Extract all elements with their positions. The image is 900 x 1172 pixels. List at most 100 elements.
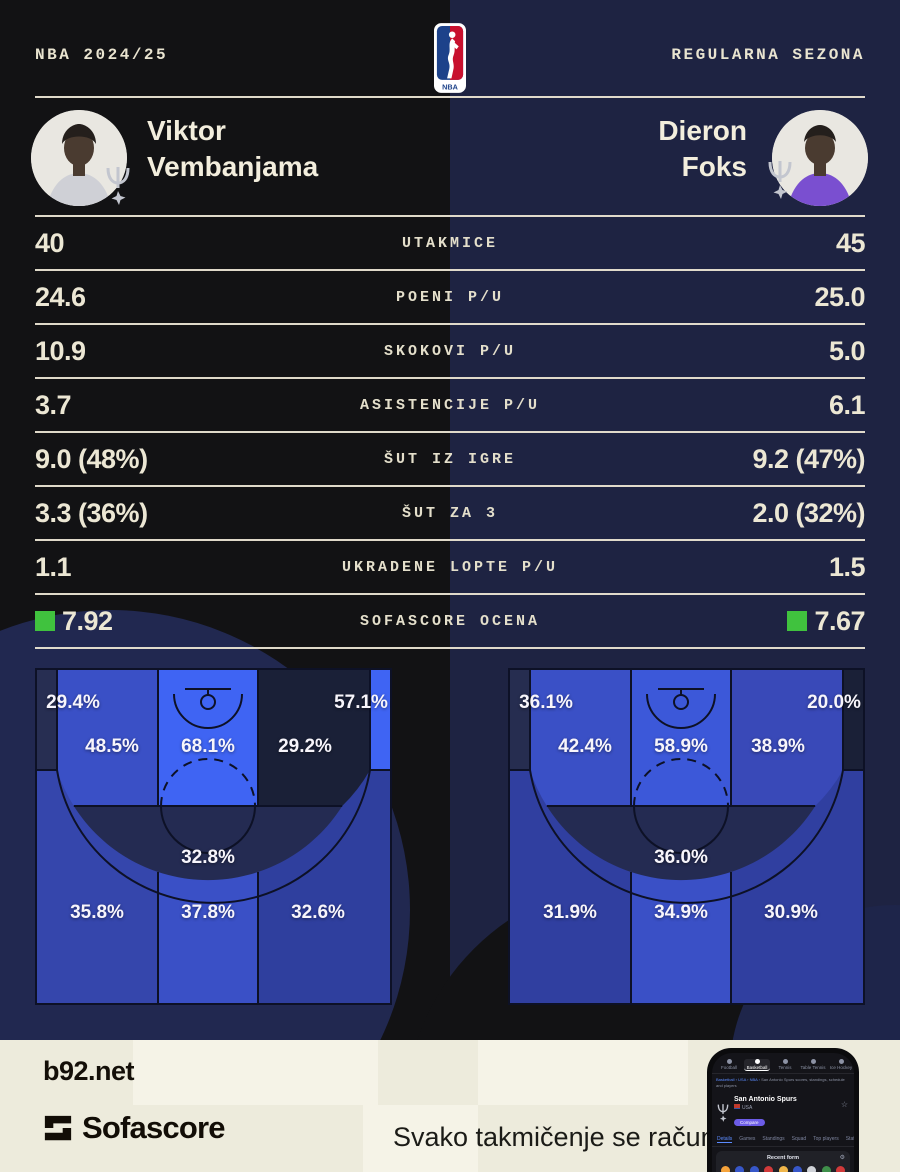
zone-pct-label: 68.1% xyxy=(181,736,235,757)
phone-mockup: Football Basketball Tennis Table Tennis … xyxy=(707,1048,859,1172)
phone-compare-button: Compare xyxy=(734,1119,765,1126)
zone-pct-label: 32.6% xyxy=(291,902,345,923)
sofascore-logo: Sofascore xyxy=(43,1110,226,1146)
opponent-logos-row xyxy=(719,1161,847,1172)
court-lines xyxy=(508,668,865,1005)
phone-subtab-squad: Squad xyxy=(791,1136,807,1142)
sofascore-icon xyxy=(44,1115,72,1141)
zone-paint xyxy=(158,668,258,806)
team-logo-icon xyxy=(836,1166,845,1172)
b92-logo-text: b92.net xyxy=(43,1056,135,1086)
team-logo-icon xyxy=(807,1166,817,1172)
zone-pct-label: 29.2% xyxy=(278,736,332,757)
zone-paint xyxy=(631,668,731,806)
rating-right: 7.67 xyxy=(787,606,865,637)
basketball-icon xyxy=(754,1059,760,1064)
zone-pct-label: 42.4% xyxy=(558,736,612,757)
breadcrumb-links: Basketball › USA › NBA › xyxy=(716,1077,761,1082)
stat-value-right: 5.0 xyxy=(828,335,866,366)
phone-subtab-standings: Standings xyxy=(762,1136,785,1142)
stat-value-right: 9.2 (47%) xyxy=(752,443,865,474)
phone-team-country: USA xyxy=(734,1104,797,1111)
team-logo-icon xyxy=(749,1166,759,1172)
zone-left-corner-3 xyxy=(35,668,57,770)
team-logo-icon xyxy=(764,1166,774,1172)
stat-value-right: 6.1 xyxy=(828,389,866,420)
rating-badge-icon xyxy=(35,611,55,631)
phone-tab-ice-hockey: Ice Hockey xyxy=(828,1059,854,1071)
stat-value-left: 9.0 (48%) xyxy=(35,443,148,474)
zone-pct-label: 35.8% xyxy=(70,902,124,923)
shot-chart-right: 36.1% 42.4% 58.9% 38.9% 20.0% 36.0% 31.9… xyxy=(508,668,865,1005)
team-logo-icon xyxy=(821,1166,831,1172)
star-icon: ☆ xyxy=(840,1100,848,1109)
stat-row-points: 24.6 POENI P/U 25.0 xyxy=(35,271,865,325)
zone-pct-label: 36.0% xyxy=(654,847,708,868)
phone-screen: Football Basketball Tennis Table Tennis … xyxy=(712,1053,854,1172)
team-logo-icon xyxy=(792,1166,802,1172)
stat-value-left: 1.1 xyxy=(35,551,72,582)
player-first-name: Viktor xyxy=(147,115,226,146)
stats-table: 40 UTAKMICE 45 24.6 POENI P/U 25.0 10.9 … xyxy=(35,217,866,649)
footer-tagline: Svako takmičenje se računa. xyxy=(393,1122,739,1152)
phone-nav-bar: Football Basketball Tennis Table Tennis … xyxy=(712,1053,854,1074)
spurs-spur-icon xyxy=(717,1103,729,1122)
header-bar: NBA 2024/25 REGULARNA SEZONA NBA xyxy=(35,0,865,98)
phone-subtab-top-players: Top players xyxy=(813,1136,839,1142)
rating-value-left: 7.92 xyxy=(62,605,113,636)
phone-tab-football: Football xyxy=(716,1059,742,1071)
usa-flag-icon xyxy=(734,1104,740,1109)
phone-recent-form-card: Recent form ⚙ xyxy=(716,1151,850,1172)
stat-value-left: 10.9 xyxy=(35,335,86,366)
season-label: REGULARNA SEZONA xyxy=(671,46,865,64)
spurs-spur-icon xyxy=(106,167,130,205)
b92-logo: b92.net xyxy=(43,1056,135,1087)
player-first-name: Dieron xyxy=(658,115,747,146)
stat-label: ASISTENCIJE P/U xyxy=(359,396,541,414)
zone-pct-label: 29.4% xyxy=(46,692,100,713)
stat-value-left: 24.6 xyxy=(35,281,86,312)
zone-pct-label: 48.5% xyxy=(85,736,139,757)
zone-right-corner-3 xyxy=(843,668,865,770)
zone-pct-label: 32.8% xyxy=(181,847,235,868)
zone-pct-label: 20.0% xyxy=(807,692,861,713)
stat-label: UTAKMICE xyxy=(401,234,498,252)
phone-tab-basketball: Basketball xyxy=(744,1059,770,1071)
phone-subtab-games: Games xyxy=(739,1136,756,1142)
nba-logo-icon: NBA xyxy=(434,23,466,93)
zone-left-corner-3 xyxy=(508,668,530,770)
phone-team-header: San Antonio Spurs USA Compare ☆ xyxy=(712,1092,854,1131)
zone-left-mid xyxy=(530,668,631,806)
stat-row-field-goals: 9.0 (48%) ŠUT IZ IGRE 9.2 (47%) xyxy=(35,433,865,487)
zone-right-corner-3 xyxy=(370,668,392,770)
rating-left: 7.92 xyxy=(35,606,113,637)
zone-pct-label: 57.1% xyxy=(334,692,388,713)
player-avatar-left xyxy=(31,110,127,206)
stat-row-games: 40 UTAKMICE 45 xyxy=(35,217,866,271)
court-diagram xyxy=(35,668,392,1005)
spurs-spur-icon xyxy=(768,161,792,199)
phone-team-name: San Antonio Spurs xyxy=(734,1096,797,1103)
svg-text:NBA: NBA xyxy=(442,82,458,91)
stat-value-right: 2.0 (32%) xyxy=(752,497,865,528)
zone-pct-label: 36.1% xyxy=(519,692,573,713)
ice-hockey-icon xyxy=(838,1059,844,1064)
player-avatar-right xyxy=(772,110,868,206)
phone-sub-tabs: Details Games Standings Squad Top player… xyxy=(712,1131,854,1147)
stat-label: ŠUT IZ IGRE xyxy=(383,450,517,468)
stat-label: UKRADENE LOPTE P/U xyxy=(341,558,559,576)
stat-label: SKOKOVI P/U xyxy=(383,342,517,360)
zone-pct-label: 31.9% xyxy=(543,902,597,923)
stat-value-left: 40 xyxy=(35,227,65,258)
player-last-name: Vembanjama xyxy=(147,150,319,182)
phone-tab-tennis: Tennis xyxy=(772,1059,798,1071)
phone-subtab-details: Details xyxy=(717,1136,733,1143)
stat-label: SOFASCORE OCENA xyxy=(359,612,541,630)
stat-label: POENI P/U xyxy=(395,288,504,306)
team-logo-icon xyxy=(778,1166,788,1172)
stat-value-right: 1.5 xyxy=(828,551,866,582)
zone-right-mid xyxy=(731,668,843,806)
court-lines xyxy=(35,668,392,1005)
zone-pct-label: 37.8% xyxy=(181,902,235,923)
